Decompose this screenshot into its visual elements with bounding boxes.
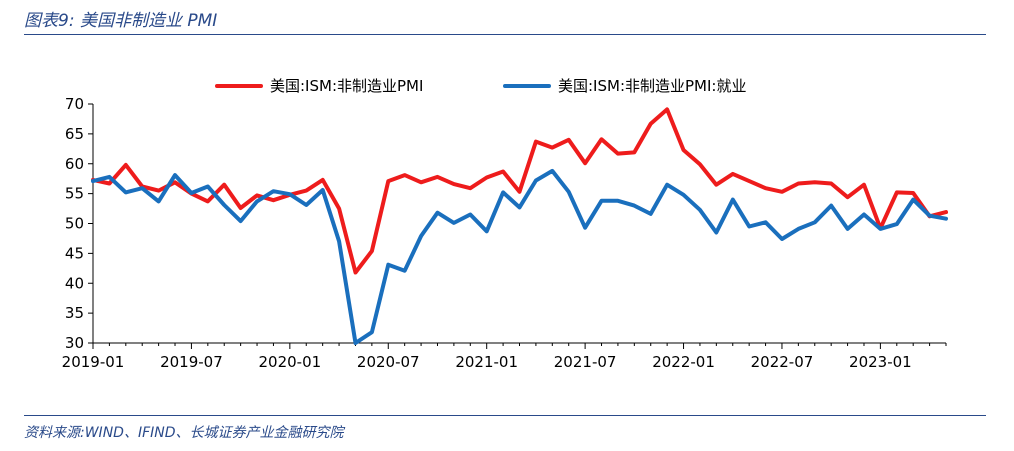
x-tick-label: 2019-07 [160, 353, 223, 371]
line-chart: 30 35 40 45 50 55 60 65 70 2019-01 2019-07 2020-01 2… [62, 77, 948, 371]
y-tick-label: 35 [65, 304, 84, 322]
x-tick-label: 2020-01 [259, 353, 322, 371]
series-line-1 [91, 107, 948, 275]
y-tick-label: 60 [65, 155, 84, 173]
y-tick-label: 55 [65, 185, 84, 203]
y-tick-label: 30 [65, 334, 84, 352]
top-divider [24, 34, 986, 35]
chart-axes: 30 35 40 45 50 55 60 65 70 2019-01 2019-07 2020-01 2… [62, 95, 947, 371]
legend-label-1: 美国:ISM:非制造业PMI [270, 77, 423, 95]
y-tick-label: 45 [65, 244, 84, 262]
x-tick-label: 2022-01 [652, 353, 715, 371]
source-note: 资料来源:WIND、IFIND、长城证券产业金融研究院 [24, 425, 344, 441]
x-tick-label: 2021-01 [455, 353, 518, 371]
chart-legend: 美国:ISM:非制造业PMI 美国:ISM:非制造业PMI:就业 [215, 77, 746, 95]
legend-label-2: 美国:ISM:非制造业PMI:就业 [558, 77, 746, 95]
x-tick-label: 2020-07 [357, 353, 420, 371]
y-tick-label: 65 [65, 125, 84, 143]
series-line-2 [91, 168, 948, 345]
y-tick-label: 50 [65, 215, 84, 233]
chart-plot-area [91, 107, 948, 345]
x-tick-label: 2019-01 [62, 353, 125, 371]
x-tick-label: 2023-01 [849, 353, 912, 371]
x-tick-label: 2021-07 [554, 353, 617, 371]
figure-title: 图表9: 美国非制造业 PMI [24, 11, 218, 31]
y-tick-label: 70 [65, 95, 84, 113]
bottom-divider [24, 415, 986, 416]
x-tick-label: 2022-07 [751, 353, 814, 371]
y-tick-label: 40 [65, 274, 84, 292]
